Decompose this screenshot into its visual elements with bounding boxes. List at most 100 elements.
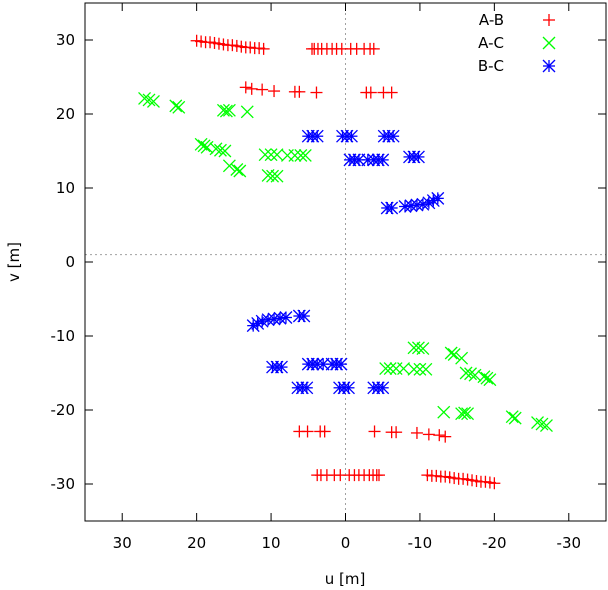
x-tick-label: -30 xyxy=(557,534,582,552)
data-point xyxy=(407,362,421,376)
series-a-c xyxy=(138,92,553,432)
data-point xyxy=(404,199,418,213)
data-point xyxy=(310,129,324,143)
data-point xyxy=(411,341,425,355)
x-tick-label: 0 xyxy=(341,534,351,552)
data-point xyxy=(257,42,270,55)
data-point xyxy=(539,419,553,432)
data-point xyxy=(444,346,458,360)
data-point xyxy=(389,362,403,376)
legend-label: A-B xyxy=(479,11,504,29)
data-point xyxy=(376,153,390,167)
data-point xyxy=(293,85,306,98)
data-point xyxy=(279,311,293,324)
data-point xyxy=(288,148,302,162)
data-point xyxy=(246,319,260,333)
x-tick-label: -10 xyxy=(408,534,433,552)
data-point xyxy=(419,362,433,376)
data-point xyxy=(233,164,247,178)
y-axis-label: v [m] xyxy=(5,242,23,282)
data-point xyxy=(270,169,284,183)
data-point xyxy=(508,411,522,425)
y-tick-label: 10 xyxy=(56,179,75,197)
y-tick-label: -30 xyxy=(51,475,76,493)
data-point xyxy=(480,371,494,385)
data-point xyxy=(169,99,183,113)
data-point xyxy=(270,148,284,162)
series-b-c xyxy=(246,129,445,395)
data-point xyxy=(385,426,398,439)
data-point xyxy=(398,200,412,213)
data-point xyxy=(267,312,281,326)
data-point xyxy=(447,348,461,361)
data-point xyxy=(413,362,427,376)
data-point xyxy=(379,362,393,376)
data-point xyxy=(535,417,549,431)
data-point xyxy=(214,143,227,157)
data-point xyxy=(293,425,306,438)
data-point xyxy=(219,104,233,118)
data-point xyxy=(468,368,482,382)
data-point xyxy=(264,148,278,162)
y-tick-label: 20 xyxy=(56,105,75,123)
data-point xyxy=(368,425,381,438)
x-tick-label: 20 xyxy=(187,534,206,552)
y-tick-label: -10 xyxy=(51,327,76,345)
legend: A-B A-C B-C xyxy=(478,11,556,75)
data-point xyxy=(505,410,519,424)
data-point xyxy=(385,86,398,99)
data-point xyxy=(455,407,469,421)
data-point xyxy=(222,103,236,117)
data-point xyxy=(455,351,469,365)
y-tick-label: 0 xyxy=(65,253,75,271)
data-point xyxy=(314,425,327,438)
data-point xyxy=(311,469,324,482)
data-point xyxy=(397,362,411,376)
legend-marker xyxy=(542,36,556,50)
data-point xyxy=(222,159,236,173)
data-point xyxy=(422,428,435,441)
y-axis-ticks: 30 20 10 0 -10 -20 -30 xyxy=(51,31,606,493)
data-point xyxy=(266,169,280,183)
data-point xyxy=(266,360,280,374)
data-point xyxy=(464,367,477,381)
zero-lines xyxy=(85,3,606,521)
data-point xyxy=(458,406,472,420)
data-point xyxy=(291,381,305,395)
data-point xyxy=(383,362,397,376)
data-point xyxy=(138,92,152,105)
data-point xyxy=(142,93,156,107)
data-point xyxy=(333,381,347,395)
data-point xyxy=(273,311,287,325)
data-point xyxy=(245,82,258,95)
data-point xyxy=(459,366,473,380)
data-point xyxy=(298,148,312,162)
data-point xyxy=(344,129,358,143)
data-point xyxy=(256,83,269,96)
data-point xyxy=(386,129,400,143)
data-point xyxy=(292,309,306,323)
data-point xyxy=(239,81,252,94)
data-point xyxy=(147,94,160,108)
x-tick-label: 10 xyxy=(262,534,281,552)
y-tick-label: -20 xyxy=(51,401,76,419)
data-point xyxy=(410,426,423,439)
data-point xyxy=(439,430,452,443)
data-point xyxy=(531,416,544,430)
data-points xyxy=(138,34,553,490)
data-point xyxy=(172,100,186,114)
data-point xyxy=(209,142,223,156)
data-point xyxy=(280,148,294,162)
data-point xyxy=(433,429,446,442)
data-point xyxy=(367,42,380,55)
x-tick-label: 30 xyxy=(113,534,132,552)
data-point xyxy=(294,148,308,162)
data-point xyxy=(240,105,254,119)
data-point xyxy=(421,469,434,482)
data-point xyxy=(230,163,244,176)
legend-label: A-C xyxy=(478,34,504,52)
data-point xyxy=(437,405,451,419)
data-point xyxy=(301,357,315,371)
legend-marker xyxy=(542,59,556,73)
